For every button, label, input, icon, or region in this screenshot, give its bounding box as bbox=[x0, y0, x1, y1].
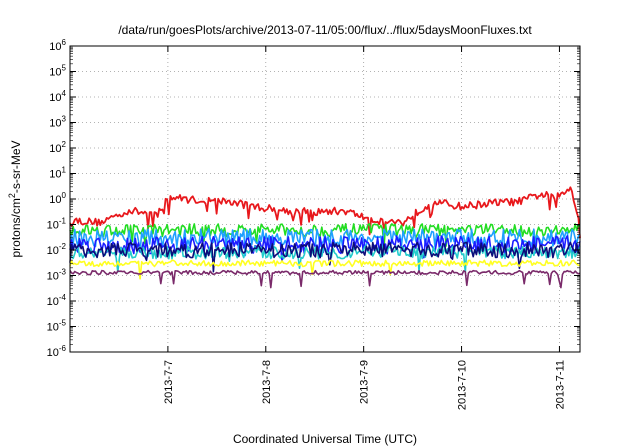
y-tick-label: 10-2 bbox=[47, 242, 67, 257]
x-tick-label: 2013-7-11 bbox=[554, 360, 566, 409]
x-tick-label: 2013-7-7 bbox=[163, 360, 175, 404]
y-tick-label: 10-5 bbox=[47, 319, 67, 334]
y-axis-label: protons/cm2-s-sr-MeV bbox=[7, 140, 23, 257]
y-tick-label: 103 bbox=[49, 115, 66, 130]
y-tick-label: 106 bbox=[49, 38, 66, 53]
x-tick-label: 2013-7-10 bbox=[457, 360, 469, 410]
series-line-7 bbox=[69, 259, 581, 280]
chart-title: /data/run/goesPlots/archive/2013-07-11/0… bbox=[118, 23, 532, 37]
y-axis: 10-6 10-5 10-4 10-3 10-2 10-1 100 101 102 103 104 1… bbox=[47, 38, 580, 359]
series-line-3 bbox=[69, 228, 581, 260]
y-tick-label: 10-6 bbox=[47, 344, 67, 359]
y-tick-label: 10-1 bbox=[47, 217, 67, 232]
x-tick-label: 2013-7-8 bbox=[261, 360, 273, 404]
y-tick-label: 10-3 bbox=[47, 268, 67, 283]
grid bbox=[70, 46, 580, 352]
series-lines bbox=[69, 186, 581, 289]
y-tick-label: 102 bbox=[49, 140, 66, 155]
y-tick-label: 10-4 bbox=[47, 293, 67, 308]
series-line-8 bbox=[69, 269, 581, 289]
x-axis-label: Coordinated Universal Time (UTC) bbox=[233, 432, 417, 446]
y-tick-label: 104 bbox=[49, 89, 66, 104]
x-axis: 2013-7-7 2013-7-8 2013-7-9 2013-7-10 2013-7-… bbox=[163, 46, 566, 410]
y-tick-label: 101 bbox=[49, 166, 66, 181]
series-line-6 bbox=[69, 241, 581, 273]
y-tick-label: 100 bbox=[49, 191, 66, 206]
series-line-2 bbox=[69, 223, 581, 249]
series-line-1 bbox=[69, 186, 581, 239]
x-tick-label: 2013-7-9 bbox=[359, 360, 371, 404]
y-tick-label: 105 bbox=[49, 64, 66, 79]
